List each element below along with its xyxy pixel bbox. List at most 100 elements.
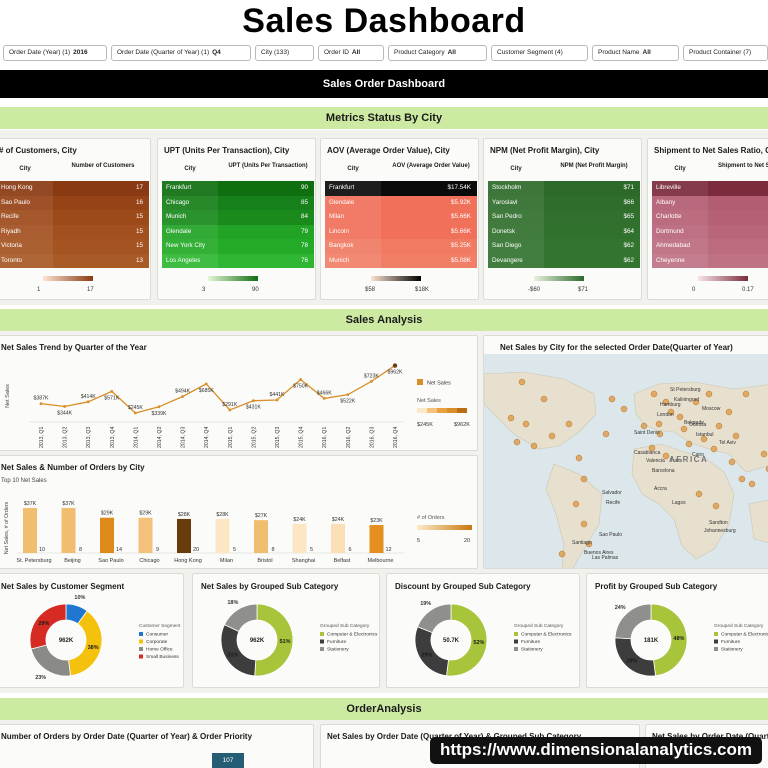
metric-row[interactable]: Lincoln $5.66K [325, 224, 477, 239]
city-marker[interactable] [760, 450, 768, 458]
city-marker[interactable] [710, 445, 718, 453]
filter-city[interactable]: City (133) [255, 45, 314, 61]
trend-point[interactable] [299, 378, 302, 381]
trend-point[interactable] [134, 411, 137, 415]
top10-bar[interactable] [177, 518, 191, 553]
city-marker[interactable] [507, 414, 515, 422]
website-url[interactable]: https://www.dimensionalanalytics.com [429, 737, 762, 764]
donut-slice[interactable] [650, 603, 688, 677]
city-marker[interactable] [695, 490, 703, 498]
metric-row[interactable]: Victoria 15 [0, 239, 149, 254]
city-marker[interactable] [738, 475, 746, 483]
city-marker[interactable] [548, 432, 556, 440]
city-marker[interactable] [602, 430, 610, 438]
donut-slice[interactable] [220, 624, 257, 677]
metric-row[interactable]: Recife 15 [0, 210, 149, 225]
trend-point[interactable] [204, 382, 208, 386]
filter-order-year[interactable]: Order Date (Year) (1) 2016 [3, 45, 107, 61]
city-marker[interactable] [748, 480, 756, 488]
metric-row[interactable]: Yaroslavl $66 [488, 195, 640, 210]
trend-point[interactable] [39, 402, 43, 406]
city-marker[interactable] [655, 420, 663, 428]
filter-product-category[interactable]: Product Category All [388, 45, 487, 61]
metric-row[interactable]: Bangkok $5.25K [325, 239, 477, 254]
metric-row[interactable]: New York City 78 [162, 239, 314, 254]
city-marker[interactable] [732, 432, 740, 440]
city-marker[interactable] [676, 413, 684, 421]
top10-bar[interactable] [23, 508, 37, 553]
trend-point[interactable] [346, 393, 350, 397]
metric-row[interactable]: Munich $5.08K [325, 253, 477, 268]
top10-bar[interactable] [292, 523, 307, 553]
city-marker[interactable] [742, 390, 750, 398]
city-marker[interactable] [700, 435, 708, 443]
trend-point[interactable] [392, 363, 398, 368]
trend-point[interactable] [252, 399, 255, 403]
metric-row[interactable]: Cheyenne [652, 253, 768, 268]
metric-row[interactable]: Dortmund [652, 224, 768, 239]
top10-bar[interactable] [100, 517, 114, 553]
city-marker[interactable] [728, 458, 736, 466]
metric-row[interactable]: Milan $5.66K [325, 210, 477, 225]
donut-slice[interactable] [29, 603, 67, 650]
city-marker[interactable] [640, 422, 648, 430]
filter-product-container[interactable]: Product Container (7) [683, 45, 768, 61]
metric-row[interactable]: Frankfurt 90 [162, 181, 314, 196]
donut-slice[interactable] [417, 603, 452, 634]
donut-slice[interactable] [614, 603, 652, 640]
city-marker[interactable] [580, 475, 588, 483]
city-marker[interactable] [662, 398, 670, 406]
city-marker[interactable] [685, 440, 693, 448]
city-marker[interactable] [725, 408, 733, 416]
filter-order-quarter[interactable]: Order Date (Quarter of Year) (1) Q4 [111, 45, 251, 61]
city-marker[interactable] [715, 422, 723, 430]
city-marker[interactable] [620, 405, 628, 413]
city-marker[interactable] [572, 500, 580, 508]
city-marker[interactable] [648, 444, 656, 452]
metric-row[interactable]: Charlotte [652, 210, 768, 225]
city-marker[interactable] [575, 454, 583, 462]
metric-row[interactable]: Albany [652, 195, 768, 210]
metric-row[interactable]: Glendale 79 [162, 224, 314, 239]
trend-point[interactable] [110, 390, 114, 393]
city-marker[interactable] [608, 395, 616, 403]
metric-row[interactable]: San Pedro $65 [488, 210, 640, 225]
metric-row[interactable]: San Diego $62 [488, 239, 640, 254]
trend-point[interactable] [63, 405, 66, 408]
donut-chart[interactable]: 51% 31% 18% 962K Grouped Sub Category Compute… [193, 574, 380, 688]
donut-slice[interactable] [30, 644, 71, 677]
donut-slice[interactable] [223, 603, 258, 633]
metric-row[interactable]: Munich 84 [162, 210, 314, 225]
metric-row[interactable]: Devangere $62 [488, 253, 640, 268]
donut-chart[interactable]: 10% 38% 23% 29% 962K Customer Segment Consumer… [0, 574, 184, 688]
trend-point[interactable] [228, 408, 232, 412]
filter-order-id[interactable]: Order ID All [318, 45, 384, 61]
donut-chart[interactable]: 48% 28% 24% 181K Grouped Sub Category Compute… [587, 574, 768, 688]
top10-bar[interactable] [254, 520, 268, 553]
top10-bar[interactable] [138, 517, 153, 553]
metric-row[interactable]: Ahmedabad [652, 239, 768, 254]
donut-chart[interactable]: 52% 29% 19% 50.7K Grouped Sub Category Comput… [387, 574, 580, 688]
top10-bar[interactable] [61, 508, 76, 553]
city-marker[interactable] [540, 395, 548, 403]
metric-row[interactable]: Sao Paulo 16 [0, 195, 149, 210]
donut-slice[interactable] [68, 610, 103, 677]
trend-point[interactable] [86, 400, 90, 404]
donut-slice[interactable] [414, 626, 449, 677]
metric-row[interactable]: Donetsk $64 [488, 224, 640, 239]
city-marker[interactable] [667, 408, 675, 416]
city-marker[interactable] [662, 452, 670, 460]
trend-chart[interactable]: Net Sales $387K 2013, Q1 $344K 2013, Q2 $414K… [0, 336, 478, 451]
city-marker[interactable] [580, 520, 588, 528]
metric-row[interactable]: Riyadh 15 [0, 224, 149, 239]
metric-row[interactable]: Libreville [652, 181, 768, 196]
city-marker[interactable] [513, 438, 521, 446]
donut-slice[interactable] [254, 603, 294, 677]
city-marker[interactable] [705, 390, 713, 398]
city-marker[interactable] [680, 425, 688, 433]
city-marker[interactable] [518, 378, 526, 386]
trend-point[interactable] [157, 405, 161, 409]
city-marker[interactable] [558, 550, 566, 558]
city-marker[interactable] [692, 398, 700, 406]
